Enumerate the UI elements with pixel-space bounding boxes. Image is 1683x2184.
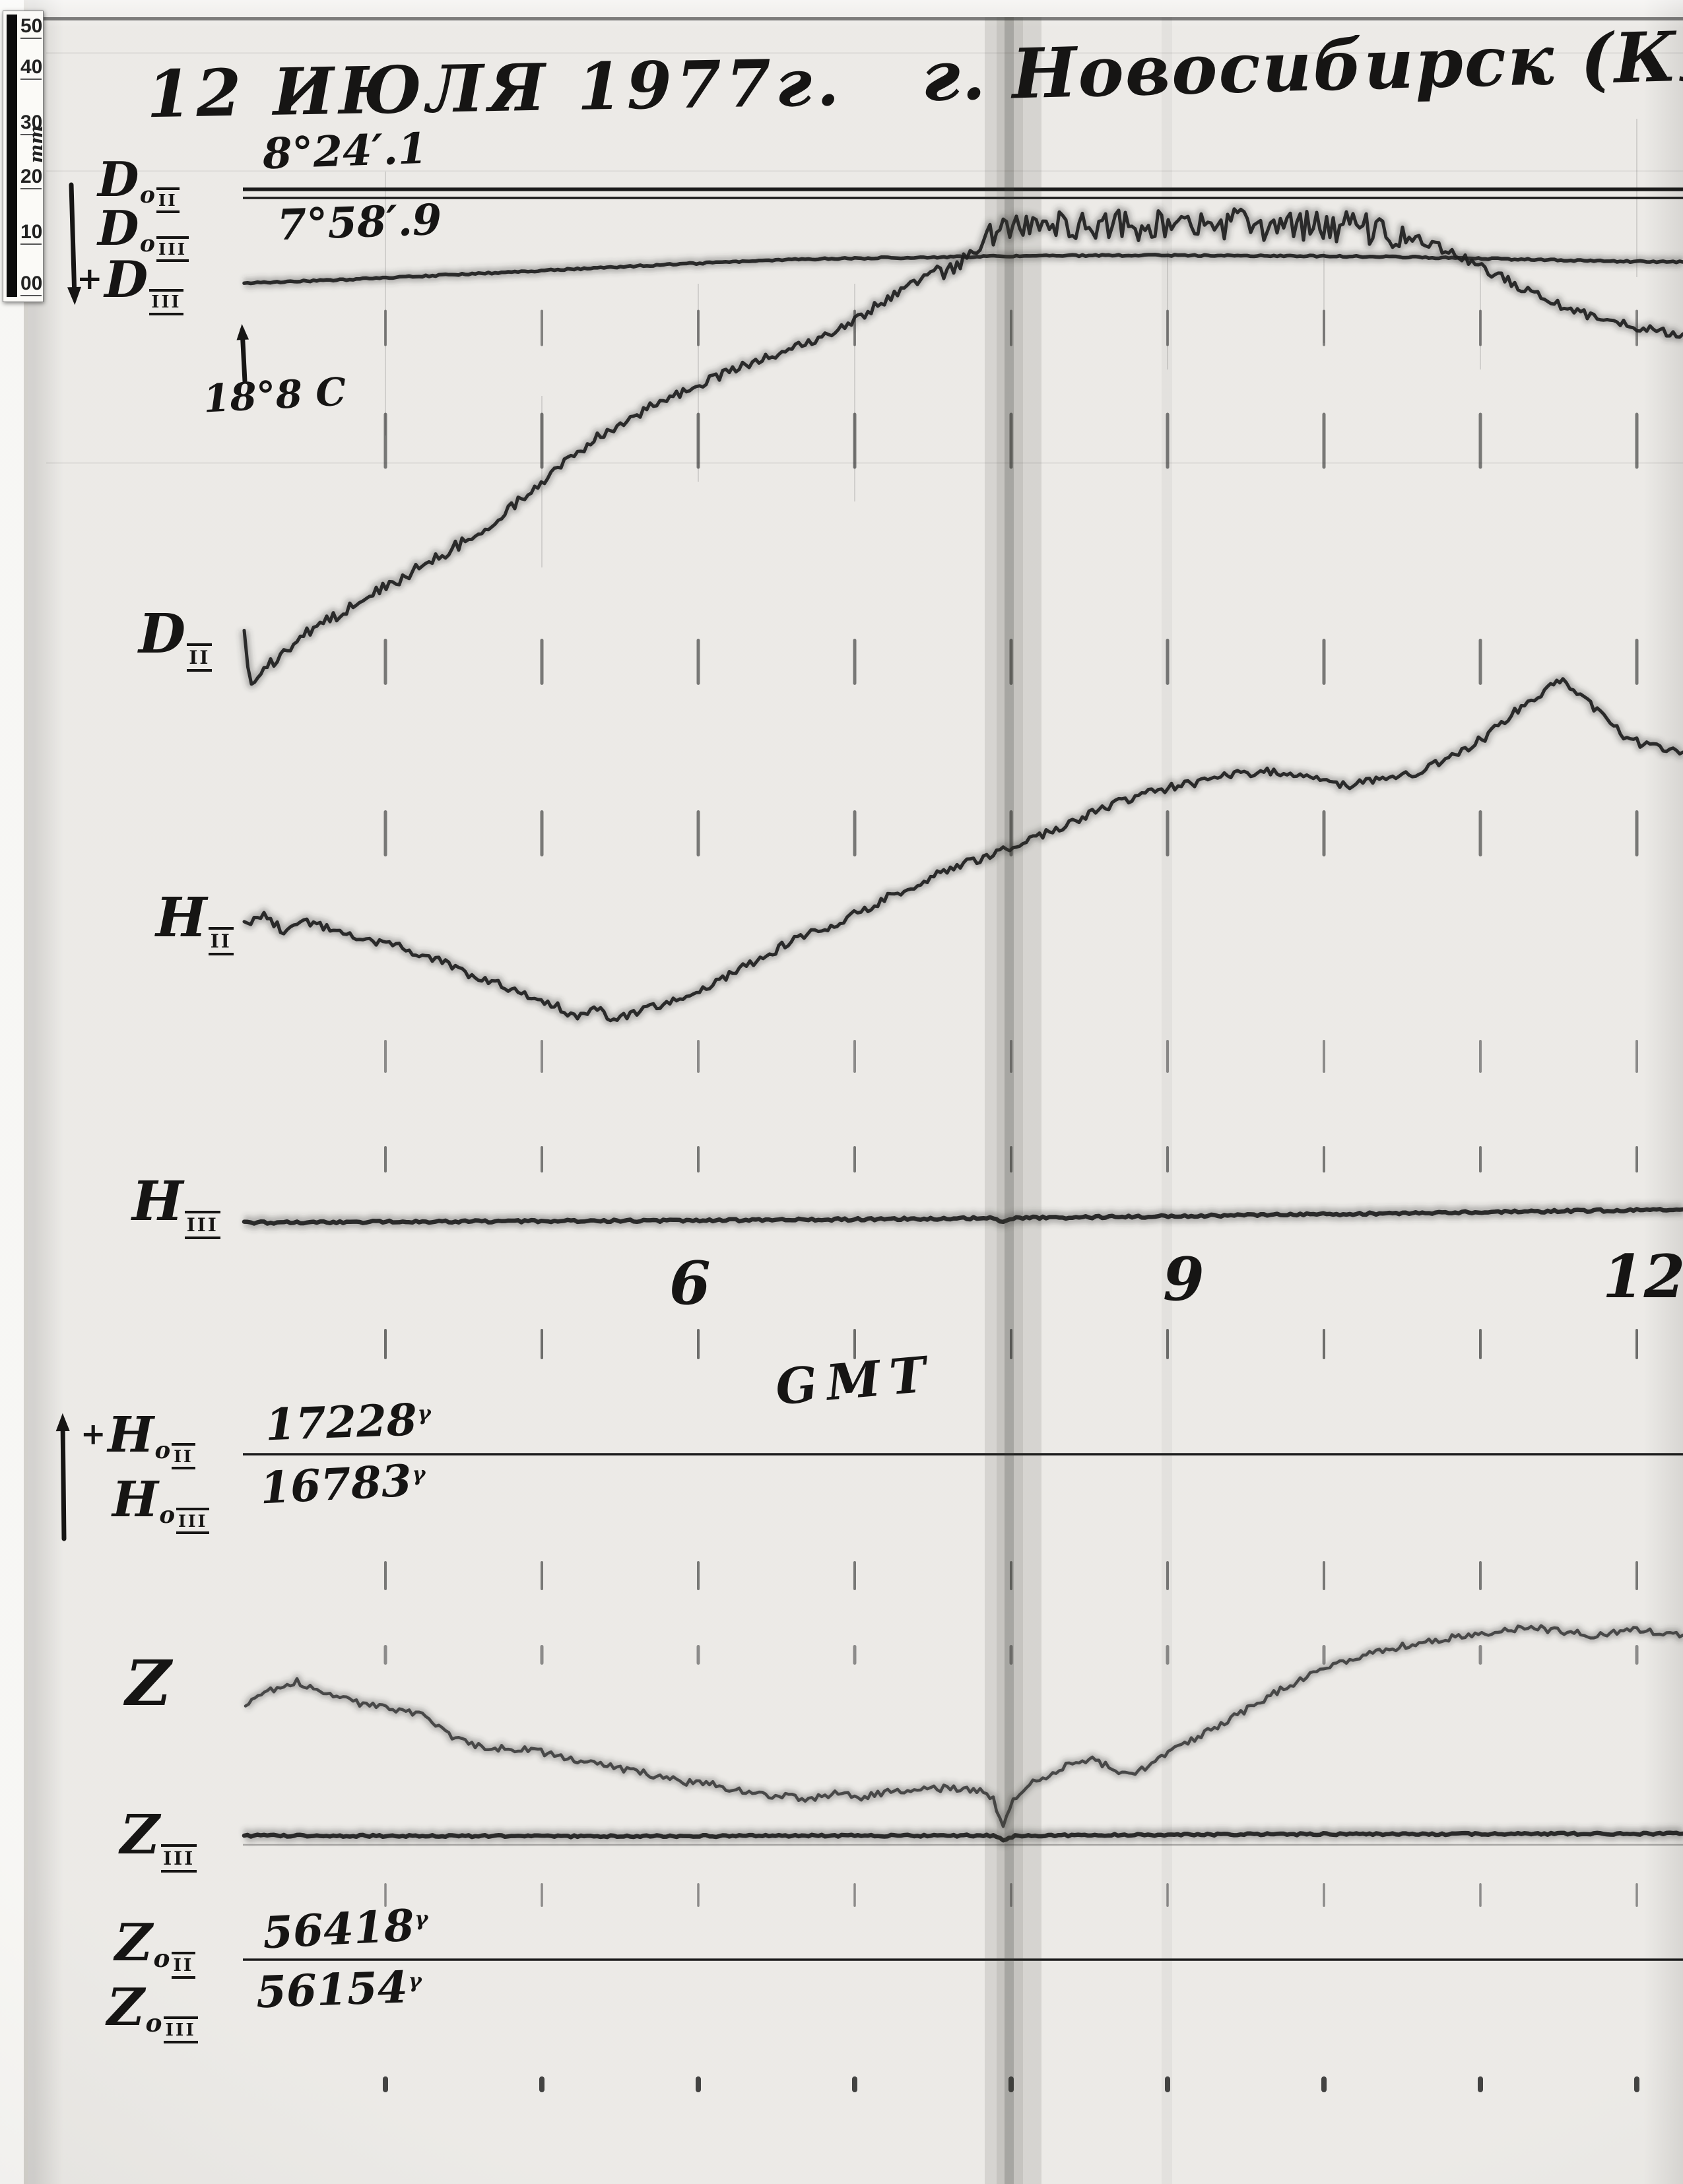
- trace-D_II: [240, 204, 1683, 689]
- ruler-bar: [7, 15, 17, 297]
- trace-label-d0-ii: Do II: [98, 156, 180, 214]
- mm-scale-ruler: 50 40 30 mm 20 10 00: [3, 11, 48, 302]
- z0-ii-baseline-value: 56418γ: [261, 1899, 429, 1959]
- trace-label-z0-ii: Zo II: [115, 1917, 196, 1979]
- z0-iii-baseline-value: 56154γ: [255, 1961, 422, 2018]
- ruler-label-30: 30: [20, 112, 42, 135]
- page-title-date: 12 ИЮЛЯ 1977г.: [146, 44, 845, 133]
- trace-label-h0-iii: Ho III: [112, 1475, 210, 1534]
- temp-arrow-up: [236, 324, 249, 384]
- trace-label-d-iii: +D III: [77, 255, 183, 316]
- trace-label-d-ii: D II: [139, 607, 213, 672]
- temperature-value: 18°8 C: [202, 369, 348, 422]
- trace-label-h-ii: H II: [156, 891, 234, 956]
- ruler-label-20: 20: [20, 166, 42, 189]
- trace-label-d0-iii: Do III: [98, 205, 189, 263]
- trace-label-z0-iii: Zo III: [107, 1982, 198, 2044]
- ruler-unit-mm: mm: [26, 125, 48, 164]
- page-title-station: г. Новосибирск (Ключи): [920, 9, 1683, 117]
- x-axis-label-9: 9: [1163, 1244, 1204, 1314]
- d0-ii-baseline-value: 8°24′.1: [261, 123, 428, 179]
- x-axis-label-12: 12: [1602, 1242, 1683, 1312]
- trace-label-h0-ii: +Ho II: [81, 1411, 195, 1469]
- h0-iii-baseline-value: 16783γ: [259, 1454, 426, 1514]
- d0-iii-baseline-value: 7°58′.9: [276, 195, 443, 251]
- trace-label-h-iii: H III: [132, 1174, 220, 1240]
- ruler-label-10: 10: [20, 221, 42, 245]
- trace-H_III: [241, 1203, 1683, 1230]
- d-scale-arrow-down: [67, 182, 82, 305]
- x-axis-title-gmt: GMT: [773, 1345, 938, 1417]
- trace-Z_III: [241, 1826, 1683, 1847]
- ruler-label-40: 40: [20, 56, 42, 80]
- trace-label-z: Z: [125, 1647, 172, 1720]
- h0-ii-baseline-value: 17228γ: [264, 1394, 432, 1451]
- trace-H_II: [242, 674, 1683, 1025]
- x-axis-label-6: 6: [669, 1248, 711, 1318]
- trace-label-z-iii: Z III: [120, 1808, 197, 1873]
- h-scale-arrow-up: [55, 1413, 70, 1541]
- ruler-label-00: 00: [20, 273, 42, 296]
- trace-Z: [243, 1621, 1683, 1831]
- ruler-label-50: 50: [20, 15, 42, 39]
